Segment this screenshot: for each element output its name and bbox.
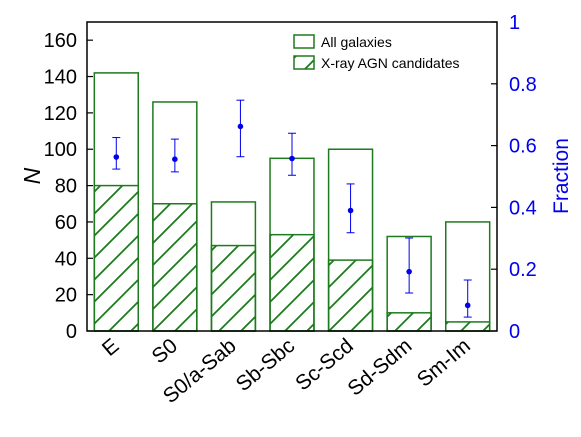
y-axis-label: N bbox=[19, 167, 45, 184]
category-label-1: S0 bbox=[148, 334, 182, 368]
bar-agn-0 bbox=[93, 184, 139, 332]
left-tick-label-7: 140 bbox=[44, 67, 77, 89]
right-tick-label-0: 0 bbox=[509, 321, 520, 343]
bar-agn-2 bbox=[210, 244, 257, 332]
right-tick-label-1: 0.2 bbox=[509, 259, 537, 281]
axis-labels: N Fraction bbox=[19, 138, 573, 214]
fraction-point-6 bbox=[464, 302, 471, 309]
bar-agn-5 bbox=[386, 312, 432, 332]
legend-label-all: All galaxies bbox=[321, 34, 392, 50]
left-tick-label-1: 20 bbox=[55, 285, 77, 307]
left-tick-label-4: 80 bbox=[55, 176, 77, 198]
left-tick-label-6: 120 bbox=[44, 103, 77, 125]
left-tick-label-8: 160 bbox=[44, 30, 77, 52]
left-tick-label-5: 100 bbox=[44, 139, 77, 161]
right-tick-label-4: 0.8 bbox=[509, 74, 537, 96]
fraction-point-5 bbox=[406, 268, 412, 275]
plot-frame bbox=[86, 21, 498, 332]
fraction-point-2 bbox=[237, 123, 244, 130]
category-label-3: Sb-Sbc bbox=[232, 334, 300, 396]
fraction-point-1 bbox=[172, 156, 178, 162]
right-axis-ticks: 0 0.2 0.4 0.6 0.8 1 bbox=[491, 12, 537, 343]
fraction-point-3 bbox=[289, 155, 295, 162]
right-tick-label-3: 0.6 bbox=[509, 136, 537, 158]
bar-agn-4 bbox=[327, 259, 374, 332]
category-label-6: Sm-Im bbox=[413, 334, 475, 391]
category-label-0: E bbox=[98, 334, 124, 361]
left-axis-ticks: 0 20 40 60 80 100 120 140 160 bbox=[44, 30, 93, 343]
agn-bars bbox=[93, 184, 491, 332]
legend-swatch-all bbox=[293, 34, 315, 49]
bar-agn-1 bbox=[152, 203, 198, 332]
legend-swatch-agn bbox=[293, 55, 315, 70]
fraction-points bbox=[112, 99, 472, 318]
legend-label-agn: X-ray AGN candidates bbox=[321, 55, 460, 71]
right-tick-label-5: 1 bbox=[509, 12, 520, 34]
fraction-point-0 bbox=[113, 154, 120, 160]
left-tick-label-2: 40 bbox=[55, 248, 77, 270]
bar-agn-3 bbox=[269, 233, 315, 332]
y2-axis-label: Fraction bbox=[550, 138, 573, 214]
right-tick-label-2: 0.4 bbox=[509, 197, 537, 219]
left-tick-label-3: 60 bbox=[55, 212, 77, 234]
left-tick-label-0: 0 bbox=[66, 321, 77, 343]
bar-agn-6 bbox=[445, 321, 491, 332]
category-label-5: Sd-Sdm bbox=[343, 334, 416, 400]
legend: All galaxies X-ray AGN candidates bbox=[293, 34, 460, 71]
fraction-point-4 bbox=[347, 207, 354, 214]
